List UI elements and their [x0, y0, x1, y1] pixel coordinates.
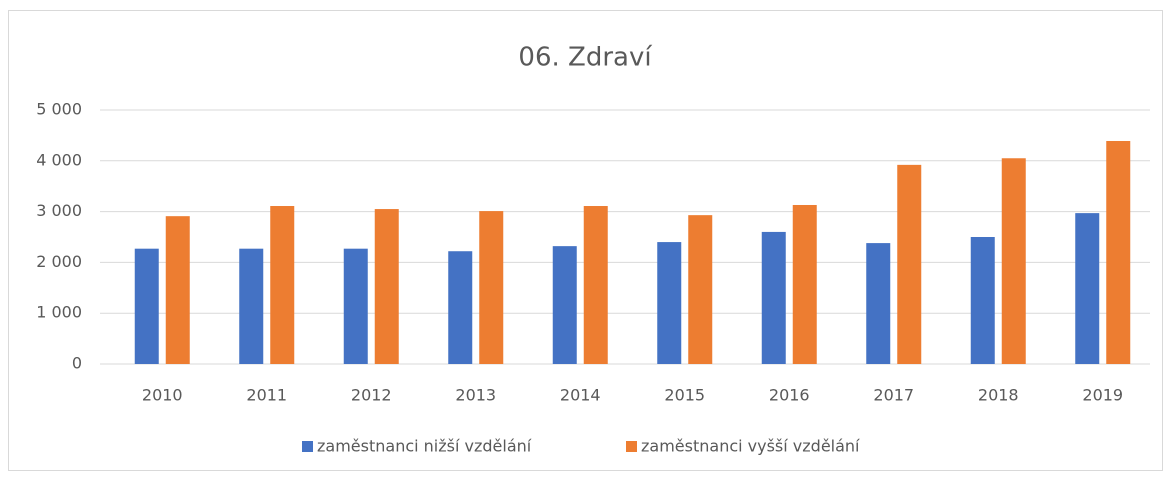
bar: [239, 248, 264, 364]
y-tick-label: 5 000: [36, 100, 82, 119]
bar: [583, 206, 608, 364]
bar: [479, 211, 504, 364]
bar: [343, 248, 368, 364]
legend-label: zaměstnanci vyšší vzdělání: [641, 437, 860, 456]
x-tick-label: 2014: [560, 386, 601, 405]
bar: [270, 206, 295, 364]
x-tick-label: 2015: [664, 386, 705, 405]
bar: [866, 243, 891, 364]
x-tick-label: 2017: [873, 386, 914, 405]
y-tick-label: 2 000: [36, 252, 82, 271]
bar: [1075, 213, 1100, 364]
legend-swatch: [302, 441, 313, 452]
bar: [688, 215, 713, 364]
y-tick-label: 4 000: [36, 150, 82, 169]
bar: [970, 237, 995, 364]
bar: [657, 242, 682, 364]
bar: [1106, 140, 1131, 364]
x-tick-label: 2011: [246, 386, 287, 405]
bar: [761, 231, 786, 364]
x-tick-label: 2010: [142, 386, 183, 405]
x-tick-label: 2019: [1082, 386, 1123, 405]
bar: [374, 209, 399, 364]
y-tick-label: 3 000: [36, 201, 82, 220]
legend-label: zaměstnanci nižší vzdělání: [317, 437, 532, 456]
bar: [792, 204, 817, 364]
x-tick-label: 2012: [351, 386, 392, 405]
bar: [1001, 158, 1026, 364]
chart-title: 06. Zdraví: [518, 43, 652, 73]
x-tick-label: 2013: [455, 386, 496, 405]
bar: [165, 216, 190, 364]
bar: [448, 251, 473, 364]
legend-swatch: [626, 441, 637, 452]
x-tick-label: 2018: [978, 386, 1019, 405]
bar: [897, 164, 922, 364]
bar: [552, 246, 577, 364]
y-tick-label: 1 000: [36, 303, 82, 322]
x-tick-label: 2016: [769, 386, 810, 405]
y-tick-label: 0: [72, 354, 82, 373]
bar: [134, 248, 159, 364]
